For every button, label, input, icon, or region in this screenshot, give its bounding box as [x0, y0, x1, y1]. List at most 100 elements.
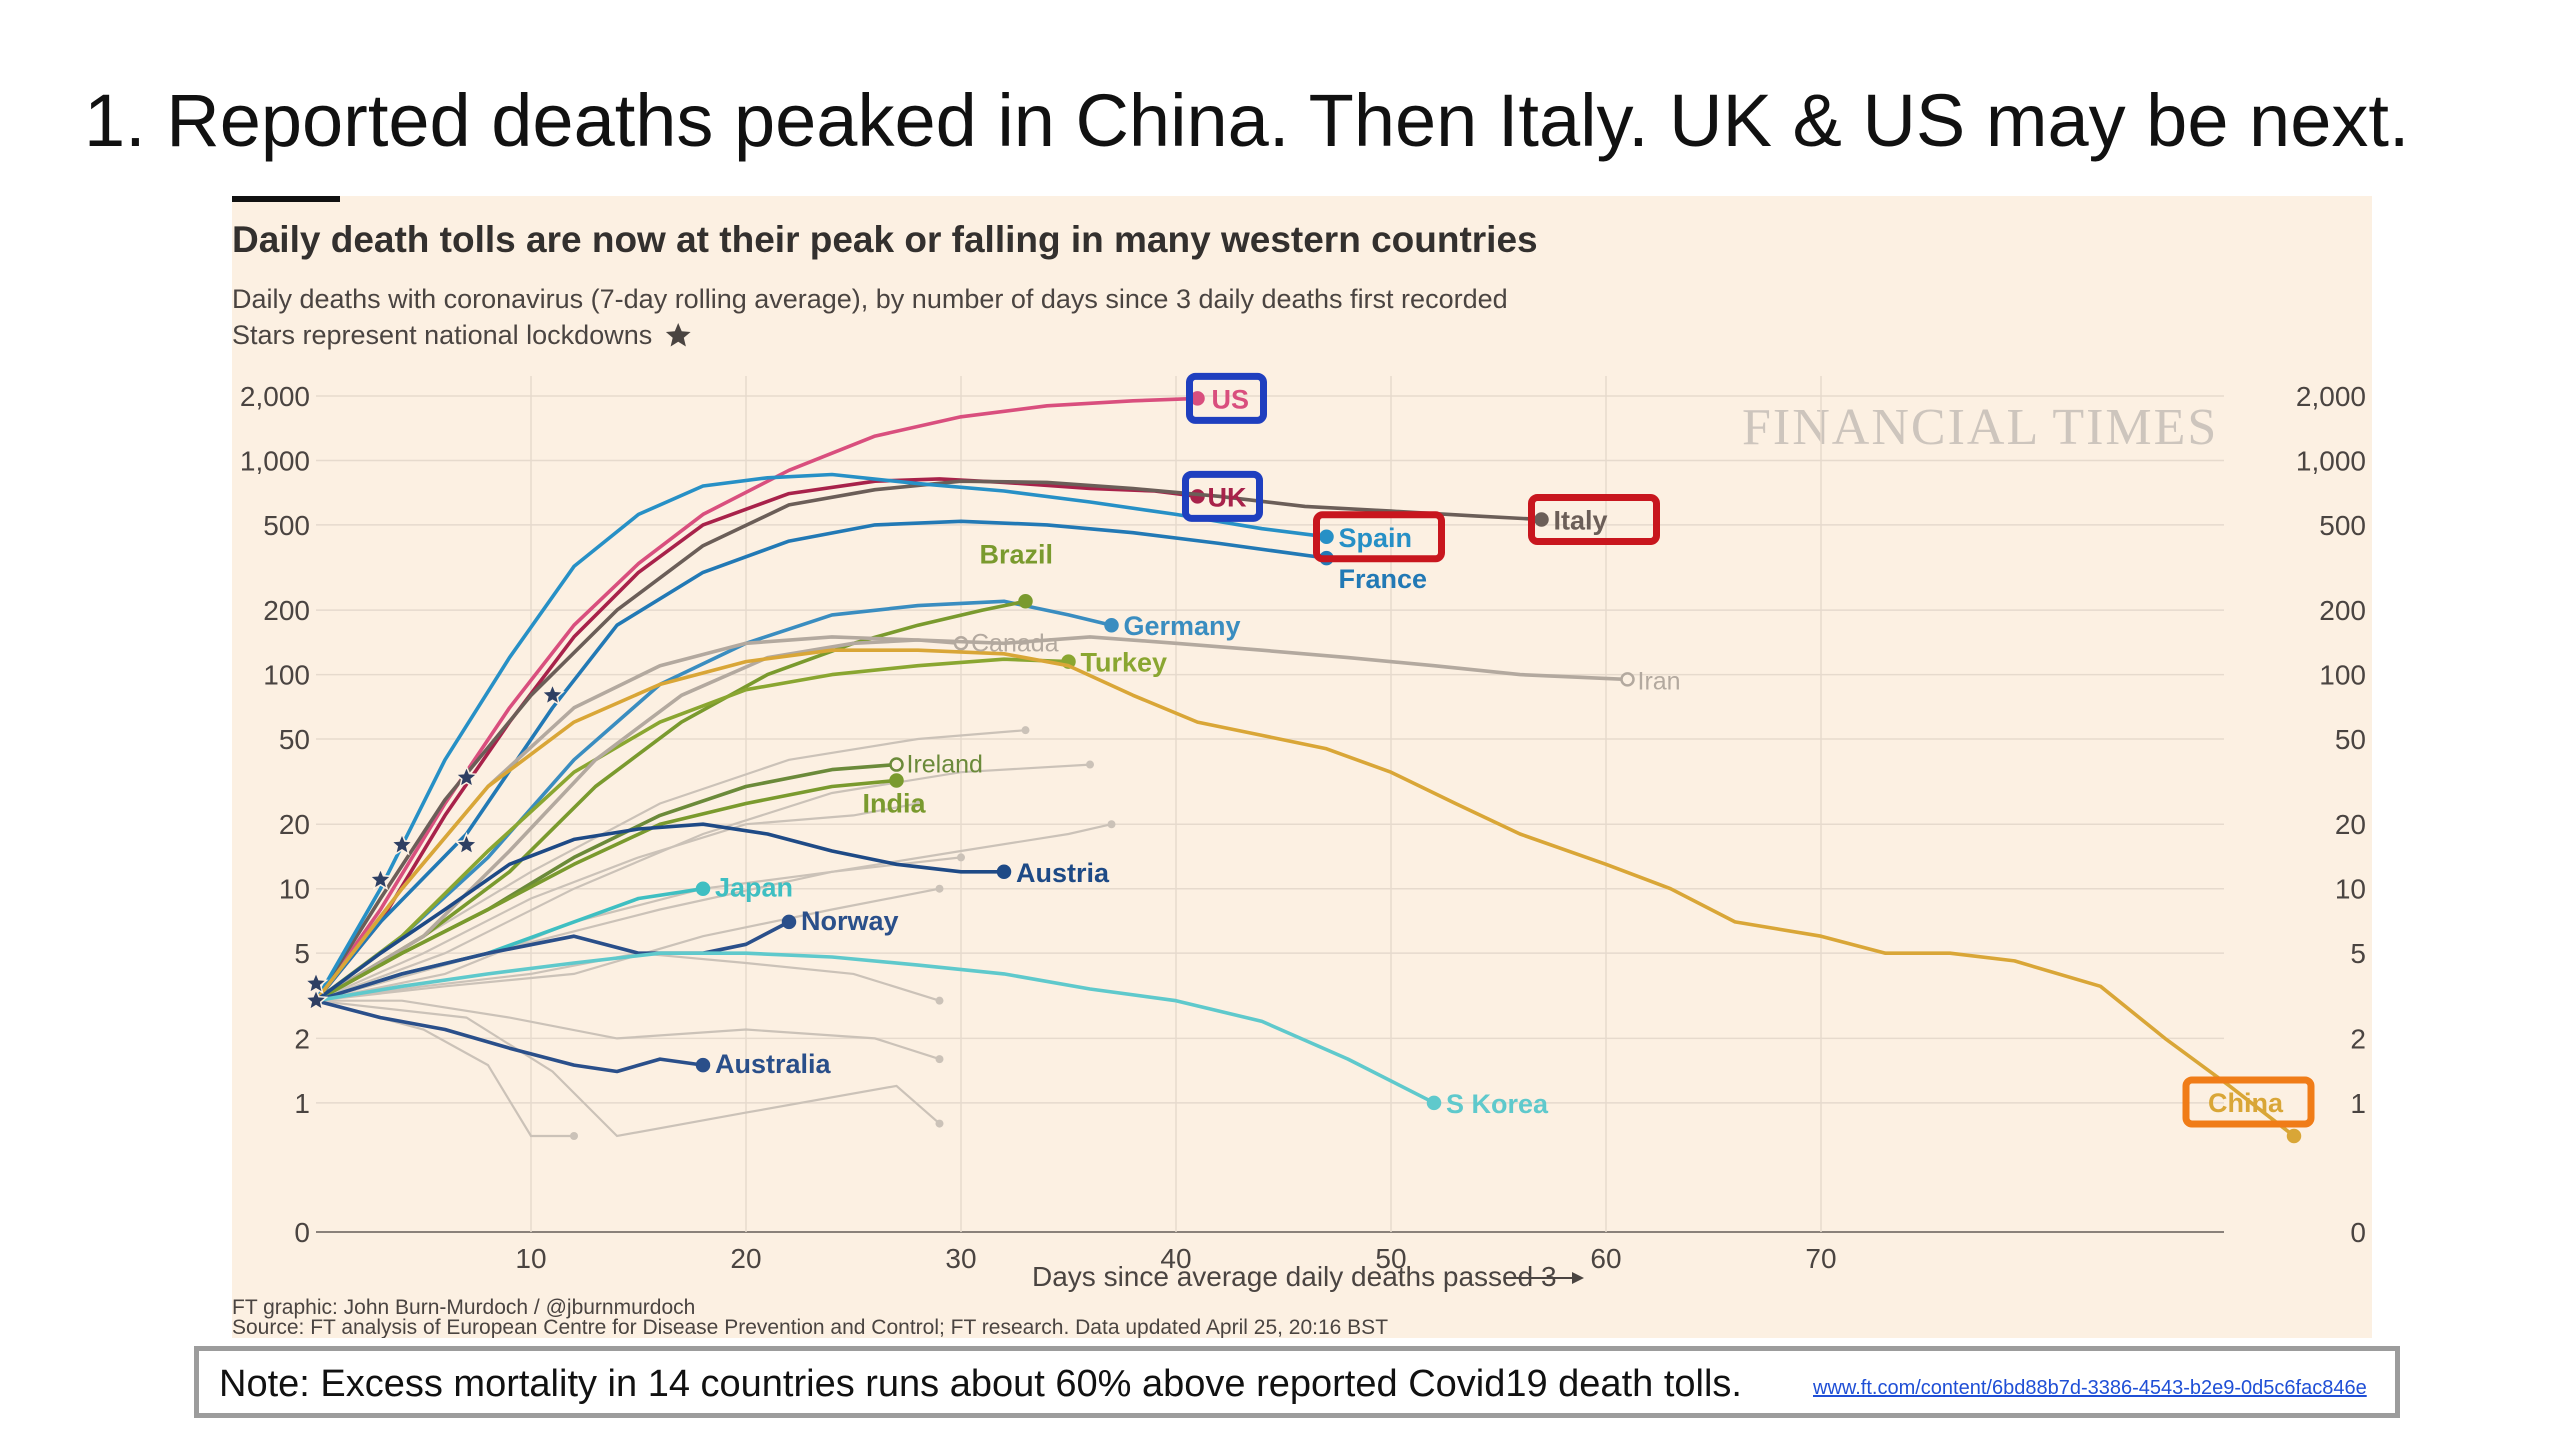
series-end-australia	[695, 1057, 711, 1073]
background-line-end	[570, 1132, 578, 1140]
lockdown-legend-star	[665, 323, 691, 347]
series-label-india: India	[863, 789, 927, 819]
y-tick-label-right: 1,000	[2296, 445, 2366, 476]
y-tick-label-left: 20	[279, 809, 310, 840]
series-line-iran	[314, 635, 1628, 1002]
y-tick-label-left: 10	[279, 874, 310, 905]
ft-watermark: FINANCIAL TIMES	[1742, 399, 2218, 456]
series-label-iran: Iran	[1638, 667, 1681, 695]
panel-top-rule	[232, 196, 340, 202]
chart-title: Daily death tolls are now at their peak …	[232, 219, 1538, 260]
series-label-turkey: Turkey	[1081, 648, 1168, 678]
series-line-china	[314, 648, 2296, 1138]
y-tick-label-left: 2	[294, 1023, 310, 1054]
lockdown-star	[303, 987, 329, 1012]
series-label-austria: Austria	[1016, 858, 1110, 888]
series-label-us: US	[1212, 384, 1250, 414]
background-line	[315, 802, 919, 1002]
y-tick-label-left: 100	[263, 660, 310, 691]
series-end-ireland	[889, 757, 904, 772]
series-label-spain: Spain	[1339, 523, 1413, 553]
series-label-france: France	[1339, 564, 1428, 594]
background-line-end	[914, 799, 922, 808]
series-end-norway	[781, 914, 797, 930]
y-tick-label-right: 1	[2350, 1088, 2366, 1119]
footnote-graphic: FT graphic: John Burn-Murdoch / @jburnmu…	[232, 1296, 695, 1319]
background-line-end	[1021, 726, 1030, 735]
series-line-spain	[314, 472, 1327, 1002]
highlight-box-italy	[1528, 493, 1660, 545]
y-tick-label-right: 500	[2319, 510, 2366, 541]
series-line-italy	[314, 479, 1542, 1002]
lockdown-star	[368, 866, 393, 891]
lockdown-stars	[303, 323, 691, 1012]
y-tick-label-right: 20	[2335, 809, 2366, 840]
series-end-us	[1190, 391, 1205, 406]
lockdown-star	[540, 682, 565, 706]
series-line-turkey	[314, 657, 1069, 1003]
highlight-box-china	[2182, 1076, 2315, 1128]
source-link[interactable]: www.ft.com/content/6bd88b7d-3386-4543-b2…	[1813, 1377, 2367, 1399]
x-tick-label: 20	[730, 1243, 761, 1274]
y-tick-label-left: 2,000	[240, 381, 310, 412]
series-line-norway	[315, 920, 790, 1003]
y-tick-label-left: 1,000	[240, 445, 310, 476]
chart-subtitle: Daily deaths with coronavirus (7-day rol…	[232, 284, 1508, 314]
y-tick-label-right: 200	[2319, 595, 2366, 626]
lockdown-star	[389, 832, 415, 856]
y-tick-label-left: 200	[263, 595, 310, 626]
y-tick-label-right: 0	[2350, 1217, 2366, 1248]
series-line-india	[315, 778, 897, 1003]
lockdown-star	[303, 970, 329, 995]
background-line-end	[935, 884, 944, 893]
series-line-austria	[314, 822, 1004, 1003]
series-label-germany: Germany	[1124, 611, 1241, 641]
series-line-australia	[315, 998, 704, 1074]
series-end-germany	[1104, 617, 1119, 633]
series-end-austria	[996, 864, 1012, 880]
background-line-end	[935, 1055, 944, 1064]
y-tick-label-right: 2	[2350, 1023, 2366, 1054]
highlight-box-us	[1186, 372, 1267, 424]
series-line-uk	[314, 477, 1198, 1002]
background-line-end	[957, 853, 965, 862]
series-label-uk: UK	[1208, 482, 1247, 512]
background-line	[315, 763, 1091, 1002]
series-end-brazil	[1018, 594, 1033, 609]
footnote-source: Source: FT analysis of European Centre f…	[232, 1316, 1388, 1338]
series-line-us	[314, 396, 1198, 1002]
background-line-end	[1107, 820, 1116, 829]
x-tick-label: 50	[1375, 1243, 1406, 1274]
x-axis-label: Days since average daily deaths passed 3	[1032, 1261, 1557, 1292]
background-line	[315, 999, 574, 1138]
background-line	[316, 999, 940, 1061]
x-tick-label: 30	[945, 1243, 976, 1274]
lockdown-note: Stars represent national lockdowns	[232, 320, 652, 350]
chart-svg: Daily death tolls are now at their peak …	[232, 219, 2366, 1338]
series-label-s-korea: S Korea	[1446, 1089, 1549, 1119]
x-tick-label: 40	[1160, 1243, 1191, 1274]
chart-panel: Daily death tolls are now at their peak …	[232, 196, 2372, 1338]
series-end-spain	[1319, 529, 1334, 545]
series-label-norway: Norway	[801, 906, 899, 936]
series-end-s-korea	[1426, 1095, 1442, 1111]
slide-title: 1. Reported deaths peaked in China. Then…	[84, 79, 2410, 162]
series-label-canada: Canada	[971, 629, 1059, 657]
y-tick-label-right: 50	[2335, 724, 2366, 755]
series-label-ireland: Ireland	[907, 751, 983, 779]
y-tick-label-right: 5	[2350, 938, 2366, 969]
series-labels: US UK Italy Spain France Germany Brazil Turkey C…	[715, 384, 2284, 1118]
y-tick-label-left: 5	[294, 938, 310, 969]
note-text: Note: Excess mortality in 14 countries r…	[219, 1363, 1742, 1405]
series-end-india	[889, 773, 904, 788]
series-end-japan	[695, 881, 711, 896]
x-tick-label: 10	[515, 1243, 546, 1274]
series-label-australia: Australia	[715, 1049, 832, 1079]
y-tick-label-left: 50	[279, 724, 310, 755]
highlight-boxes	[1182, 372, 2315, 1128]
series-end-italy	[1534, 512, 1549, 527]
x-tick-label: 60	[1590, 1243, 1621, 1274]
background-line-end	[935, 996, 944, 1005]
background-line	[315, 999, 941, 1138]
series-lines	[314, 391, 2302, 1144]
